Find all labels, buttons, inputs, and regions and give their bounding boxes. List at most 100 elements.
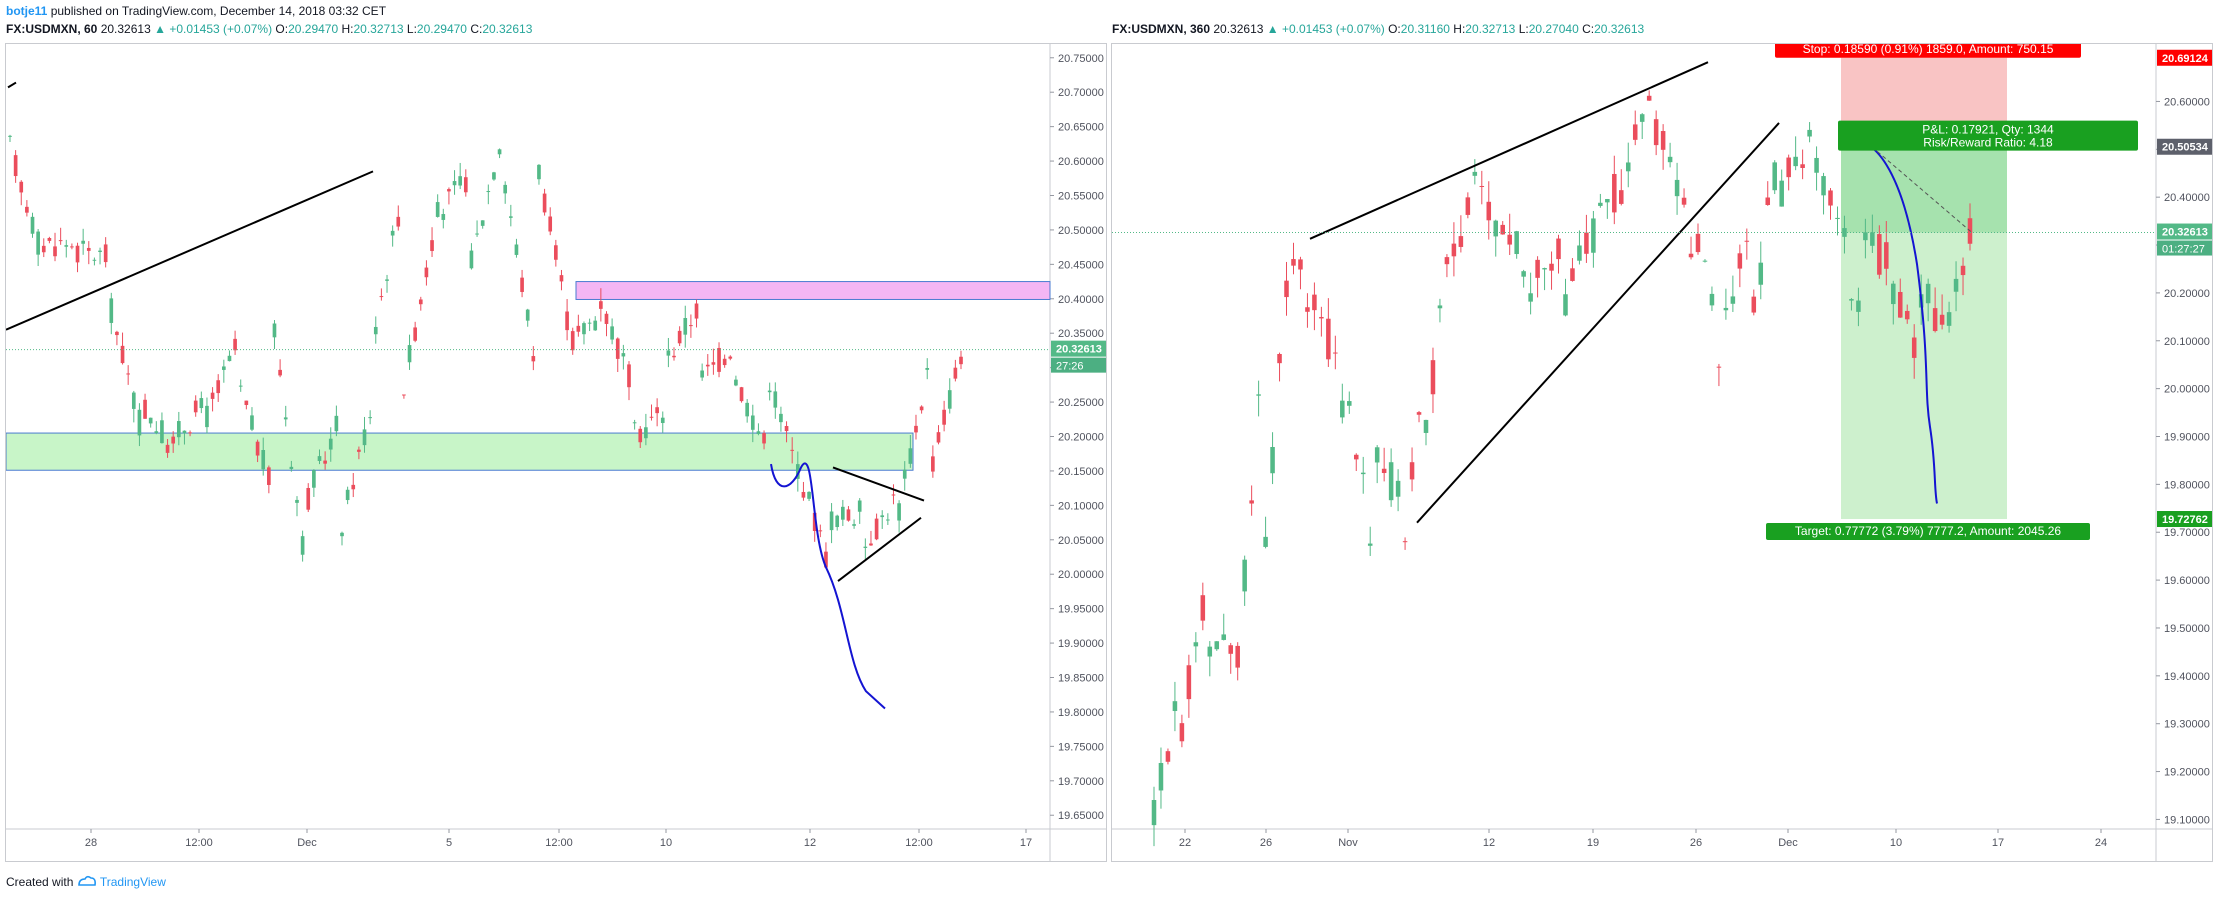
candle-body <box>216 380 221 394</box>
candle-body <box>1835 217 1840 220</box>
candle-body <box>1807 129 1812 137</box>
rr-label: Risk/Reward Ratio: 4.18 <box>1923 136 2053 150</box>
candle-body <box>1821 176 1826 196</box>
candle-body <box>874 518 879 540</box>
candle-body <box>655 407 659 414</box>
candle-body <box>379 296 384 298</box>
candle-body <box>1305 307 1310 312</box>
candle-body <box>1646 95 1652 101</box>
candle-body <box>1891 283 1896 305</box>
candle-body <box>1632 124 1638 140</box>
tradingview-logo-icon <box>77 875 96 886</box>
y-tick-label: 19.60000 <box>2164 575 2210 587</box>
candle-body <box>852 524 856 526</box>
candle-body <box>1814 157 1819 173</box>
candle-body <box>1493 220 1499 237</box>
candle-body <box>1200 595 1206 621</box>
right-chart-panel[interactable]: 20.6000020.5000020.4000020.3000020.20000… <box>1111 40 2213 862</box>
right-h-label: H: <box>1453 22 1466 36</box>
position-link-line <box>1871 146 1973 233</box>
candle-body <box>548 216 553 232</box>
left-chart-svg[interactable]: 20.75000 20.70000 20.65000 20.60000 20.55000… <box>5 44 1106 861</box>
candle-body <box>1416 412 1422 415</box>
candle-body <box>1897 291 1903 318</box>
last-price-label: 20.32613 <box>2162 227 2208 239</box>
candle-body <box>1263 536 1268 547</box>
candle-body <box>193 400 198 413</box>
lower-trendline <box>1416 122 1780 524</box>
candle-body <box>795 464 800 479</box>
candle-body <box>835 515 840 528</box>
candle-body <box>1953 278 1959 292</box>
right-symbol[interactable]: FX:USDMXN, 360 <box>1112 22 1211 36</box>
y-tick-label: 20.40000 <box>1058 294 1104 306</box>
candle-body <box>1165 751 1171 762</box>
candle-body <box>959 356 963 365</box>
candle-body <box>1214 641 1220 650</box>
candle-body <box>1702 260 1708 262</box>
candle-body <box>182 430 187 434</box>
triangle-lower-line <box>837 516 922 582</box>
candle-body <box>497 149 502 155</box>
y-tick-label: 19.75000 <box>1058 741 1104 753</box>
open-pl-zone <box>1841 146 2007 233</box>
upper-trendline <box>1309 61 1709 240</box>
candle-body <box>30 216 35 234</box>
candle-body <box>1514 231 1519 255</box>
candle-body <box>1870 232 1875 246</box>
stop-label: Stop: 0.18590 (0.91%) 1859.0, Amount: 75… <box>1803 44 2054 56</box>
candle-body <box>1430 360 1436 395</box>
candle-body <box>779 413 783 423</box>
candle-body <box>486 191 491 193</box>
left-chart-legend: FX:USDMXN, 60 20.32613 ▲ +0.01453 (+0.07… <box>6 22 532 36</box>
candle-body <box>1667 156 1673 163</box>
candle-body <box>98 250 102 253</box>
x-tick-label: 22 <box>1179 837 1191 849</box>
candle-body <box>278 369 282 376</box>
right-h-value: 20.32713 <box>1465 22 1516 36</box>
candle-body <box>1591 218 1596 253</box>
candle-body <box>621 353 626 357</box>
right-o-label: O: <box>1388 22 1401 36</box>
candle-body <box>1577 245 1582 261</box>
candle-body <box>418 299 423 305</box>
candle-body <box>492 172 496 180</box>
candle-body <box>227 355 232 362</box>
candle-body <box>1451 243 1457 257</box>
candle-body <box>1884 242 1889 269</box>
left-chart-panel[interactable]: 20.75000 20.70000 20.65000 20.60000 20.55000… <box>5 43 1107 862</box>
candle-body <box>1563 294 1568 316</box>
x-tick-label: Dec <box>297 837 317 849</box>
candle-body <box>1828 190 1833 206</box>
candle-body <box>1793 156 1798 167</box>
candle-body <box>1730 296 1736 304</box>
candle-body <box>537 164 541 180</box>
left-c-label: C: <box>470 22 483 36</box>
candle-body <box>75 245 80 263</box>
right-chart-svg[interactable]: 20.6000020.5000020.4000020.3000020.20000… <box>1112 40 2212 861</box>
candle-body <box>165 444 170 453</box>
right-l-label: L: <box>1518 22 1529 36</box>
candle-body <box>1786 157 1791 178</box>
y-tick-label: 20.70000 <box>1058 87 1104 99</box>
y-tick-label: 19.90000 <box>2164 432 2210 444</box>
left-symbol[interactable]: FX:USDMXN, 60 <box>6 22 98 36</box>
candle-body <box>53 246 57 257</box>
y-tick-label: 20.20000 <box>1058 432 1104 444</box>
candle-body <box>205 405 209 428</box>
pl-label: P&L: 0.17921, Qty: 1344 <box>1922 123 2054 137</box>
tradingview-brand[interactable]: TradingView <box>99 875 166 889</box>
candle-body <box>570 331 575 351</box>
countdown-label: 27:26 <box>1056 361 1084 373</box>
candle-body <box>700 370 704 378</box>
trendline-fragment <box>7 81 17 89</box>
author-name[interactable]: botje11 <box>6 4 48 18</box>
trendline <box>5 170 374 331</box>
y-tick-label: 20.35000 <box>1058 328 1104 340</box>
candle-body <box>1549 263 1554 271</box>
candle-body <box>756 431 761 434</box>
candle-body <box>1612 173 1617 213</box>
candle-body <box>728 356 733 359</box>
candle-body <box>1800 164 1805 168</box>
last-price-tag <box>2157 223 2212 240</box>
